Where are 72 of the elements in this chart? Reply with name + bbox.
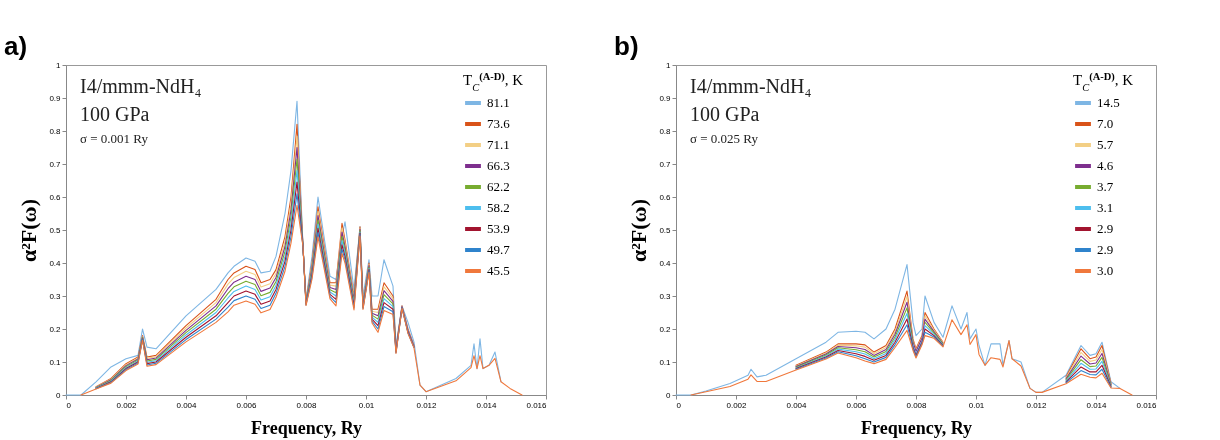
x-tick-label: 0 bbox=[676, 400, 682, 410]
text: I4/mmm-NdH₄ bbox=[690, 75, 812, 97]
y-tick-label: 0.8 bbox=[659, 126, 672, 136]
legend-label: 53.9 bbox=[487, 221, 510, 236]
legend-label: 5.7 bbox=[1097, 137, 1114, 152]
x-tick-label: 0.002 bbox=[726, 400, 748, 410]
y-tick-label: 0.9 bbox=[49, 93, 62, 103]
text: a) bbox=[4, 31, 28, 61]
y-axis-title: α²F(ω) bbox=[16, 198, 42, 263]
legend-label: 4.6 bbox=[1097, 158, 1114, 173]
text: 100 GPa bbox=[80, 103, 150, 125]
y-tick-label: 0.1 bbox=[49, 357, 62, 367]
annotation: σ = 0.025 Ry bbox=[690, 131, 759, 146]
y-tick-label: 0.5 bbox=[659, 225, 672, 235]
y-axis-title: α²F(ω) bbox=[626, 198, 652, 263]
legend-label: 81.1 bbox=[487, 95, 510, 110]
y-tick-label: 1 bbox=[56, 60, 62, 70]
y-tick-label: 0.4 bbox=[659, 258, 672, 268]
y-tick-label: 1 bbox=[666, 60, 672, 70]
x-tick-label: 0.004 bbox=[786, 400, 808, 410]
y-tick-label: 0.9 bbox=[659, 93, 672, 103]
x-tick-label: 0.008 bbox=[296, 400, 318, 410]
legend-label: 2.9 bbox=[1097, 242, 1114, 257]
x-tick-label: 0.008 bbox=[906, 400, 928, 410]
text: 100 GPa bbox=[690, 103, 760, 125]
annotation: σ = 0.001 Ry bbox=[80, 131, 149, 146]
legend-title: T$_{C}$$^{(A-D)}$, K bbox=[463, 70, 524, 93]
legend-label: 73.6 bbox=[487, 116, 511, 131]
legend-label: 58.2 bbox=[487, 200, 510, 215]
legend-label: 49.7 bbox=[487, 242, 511, 257]
y-tick-label: 0.2 bbox=[659, 324, 672, 334]
y-tick-label: 0.5 bbox=[49, 225, 62, 235]
x-tick-label: 0.01 bbox=[968, 400, 985, 410]
x-tick-label: 0.014 bbox=[476, 400, 498, 410]
y-tick-label: 0.6 bbox=[659, 192, 672, 202]
y-tick-label: 0.7 bbox=[659, 159, 672, 169]
y-tick-label: 0.4 bbox=[49, 258, 62, 268]
legend-label: 62.2 bbox=[487, 179, 510, 194]
text: I4/mmm-NdH₄ bbox=[80, 75, 202, 97]
text: b) bbox=[614, 31, 639, 61]
x-tick-label: 0.002 bbox=[116, 400, 138, 410]
x-tick-label: 0.016 bbox=[1136, 400, 1158, 410]
x-tick-label: 0.01 bbox=[358, 400, 375, 410]
x-tick-label: 0.004 bbox=[176, 400, 198, 410]
legend-label: 3.7 bbox=[1097, 179, 1114, 194]
legend-label: 3.0 bbox=[1097, 263, 1114, 278]
legend-title: T$_{C}$$^{(A-D)}$, K bbox=[1073, 70, 1134, 93]
legend-label: 45.5 bbox=[487, 263, 510, 278]
legend-label: 7.0 bbox=[1097, 116, 1114, 131]
legend-label: 71.1 bbox=[487, 137, 510, 152]
legend-label: 3.1 bbox=[1097, 200, 1114, 215]
x-tick-label: 0.012 bbox=[1026, 400, 1048, 410]
y-tick-label: 0.2 bbox=[49, 324, 62, 334]
y-tick-label: 0.3 bbox=[49, 291, 62, 301]
y-tick-label: 0.7 bbox=[49, 159, 62, 169]
y-tick-label: 0 bbox=[56, 390, 62, 400]
x-axis-title: Frequency, Ry bbox=[860, 417, 973, 438]
x-tick-label: 0.012 bbox=[416, 400, 438, 410]
y-tick-label: 0 bbox=[666, 390, 672, 400]
x-tick-label: 0.014 bbox=[1086, 400, 1108, 410]
x-tick-label: 0.006 bbox=[846, 400, 868, 410]
y-tick-label: 0.3 bbox=[659, 291, 672, 301]
legend-label: 14.5 bbox=[1097, 95, 1120, 110]
x-tick-label: 0 bbox=[66, 400, 72, 410]
legend-label: 2.9 bbox=[1097, 221, 1114, 236]
legend-label: 66.3 bbox=[487, 158, 510, 173]
y-tick-label: 0.6 bbox=[49, 192, 62, 202]
y-tick-label: 0.8 bbox=[49, 126, 62, 136]
x-tick-label: 0.016 bbox=[526, 400, 548, 410]
x-axis-title: Frequency, Ry bbox=[250, 417, 363, 438]
x-tick-label: 0.006 bbox=[236, 400, 258, 410]
y-tick-label: 0.1 bbox=[659, 357, 672, 367]
